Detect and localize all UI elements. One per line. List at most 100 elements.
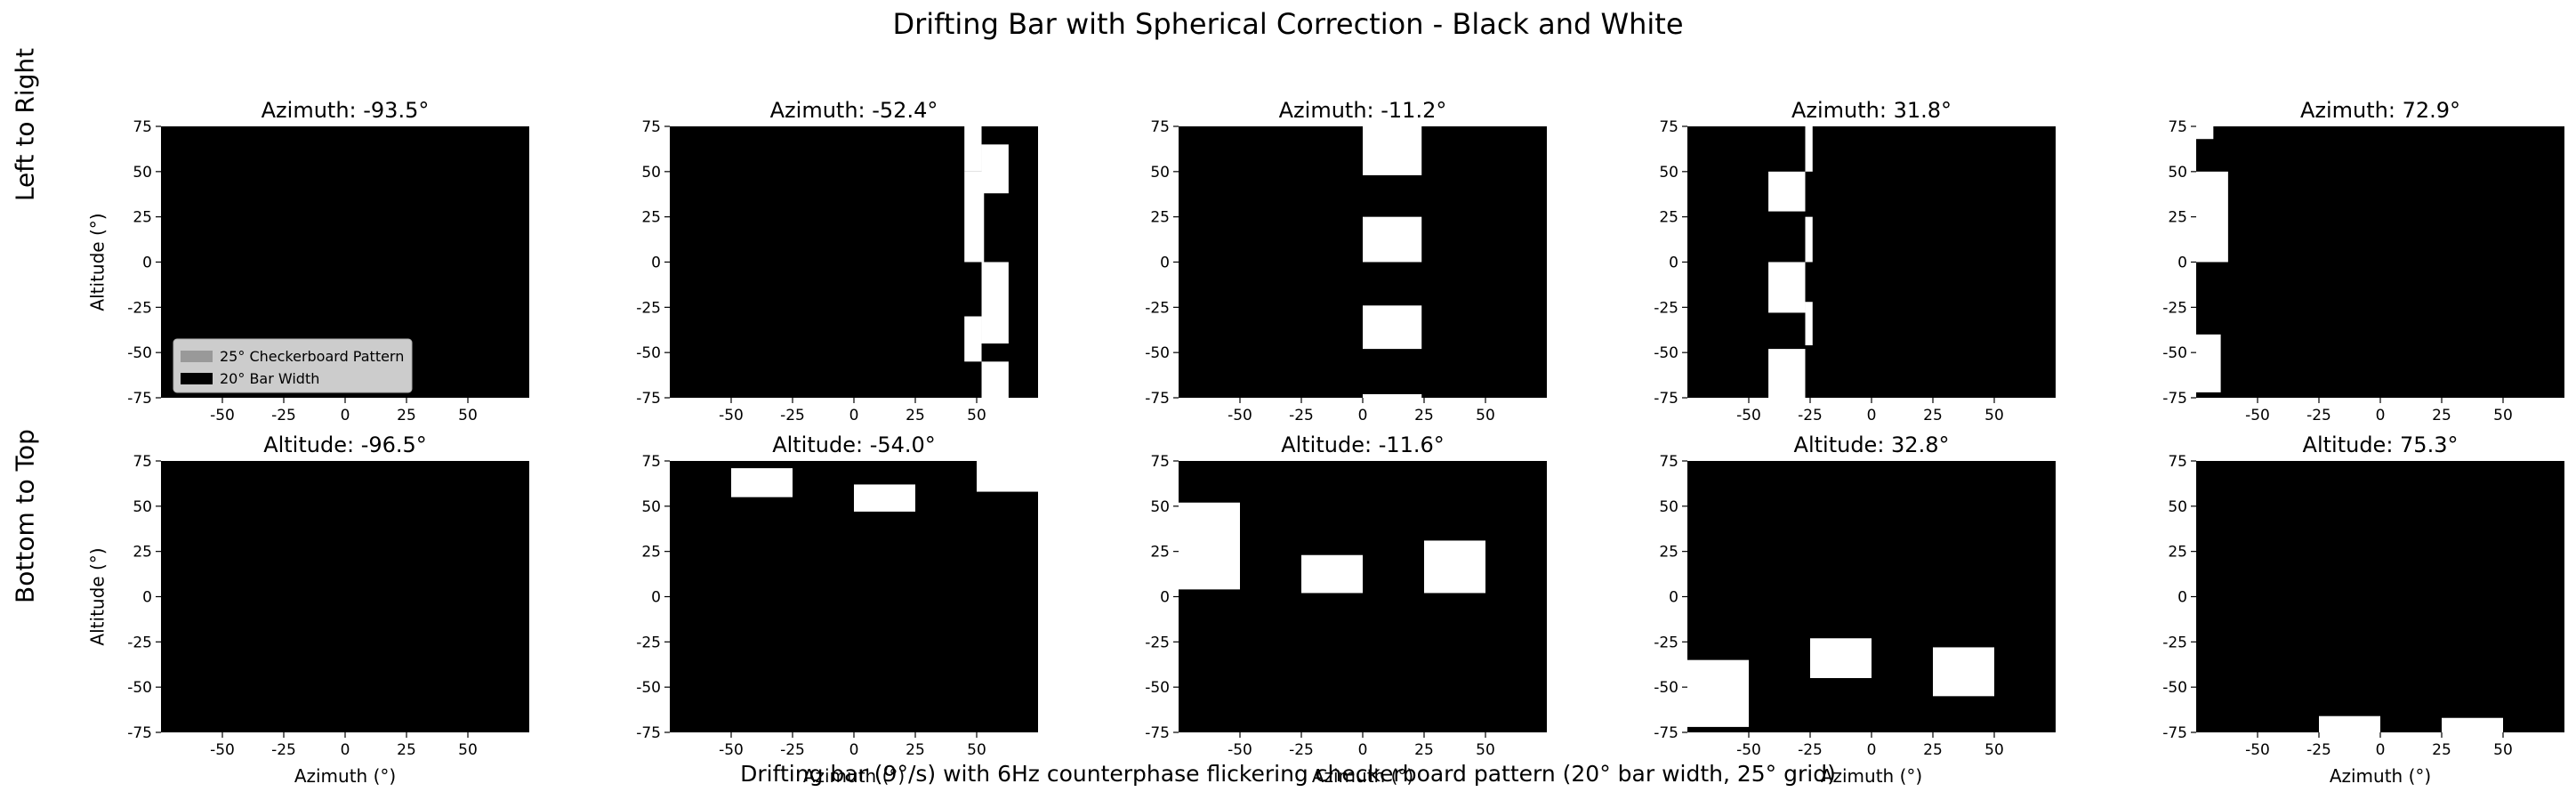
y-axis-label: Altitude (°) [87, 547, 109, 645]
y-tick-label: 0 [142, 589, 152, 607]
checker-patch [1179, 502, 1240, 590]
checker-patch [964, 126, 982, 172]
legend-swatch [181, 351, 213, 362]
x-axis-label: Azimuth (°) [2330, 765, 2431, 787]
y-tick-label: 25 [133, 544, 152, 562]
figure-caption: Drifting bar (9°/s) with 6Hz counterphas… [740, 761, 1836, 787]
x-tick-label: -25 [1798, 741, 1823, 759]
y-tick-label: -50 [1145, 344, 1170, 362]
x-tick-label: -50 [1228, 741, 1252, 759]
y-tick-label: 75 [641, 453, 661, 471]
checker-patch [1687, 659, 1749, 727]
x-axis-label: Azimuth (°) [803, 765, 905, 787]
y-tick-label: -25 [2162, 299, 2187, 317]
panel-title: Azimuth: -11.2° [1279, 98, 1447, 123]
x-tick-label: -50 [719, 407, 744, 424]
panel-background [2196, 126, 2564, 398]
legend-label: 25° Checkerboard Pattern [220, 348, 404, 365]
panel: Altitude: 32.8° 75 50 25 0 -25 -50 -75 -50 -25 0 25… [1654, 432, 2056, 787]
y-tick-label: -25 [1145, 299, 1170, 317]
checker-patch [1363, 393, 1422, 398]
x-tick-label: -50 [719, 741, 744, 759]
checker-patch [1768, 171, 1806, 212]
y-tick-label: -75 [1654, 724, 1678, 742]
y-tick-label: 75 [1150, 118, 1170, 136]
x-tick-label: 0 [341, 407, 350, 424]
y-tick-label: 50 [1659, 164, 1678, 182]
y-tick-label: 0 [142, 255, 152, 272]
panel: Altitude: -54.0° 75 50 25 0 -25 -50 -75 -50 -25 0 2… [636, 432, 1038, 787]
y-tick-label: -50 [636, 344, 661, 362]
x-tick-label: 50 [1984, 407, 2004, 424]
y-tick-label: 25 [1659, 209, 1678, 227]
checker-patch [854, 484, 915, 512]
panel: Altitude: 75.3° 75 50 25 0 -25 -50 -75 -50 -25 0 25… [2162, 432, 2564, 787]
checker-patch [1768, 349, 1806, 398]
checker-patch [731, 468, 793, 497]
y-tick-label: 50 [641, 164, 661, 182]
y-tick-label: 75 [641, 118, 661, 136]
panel-title: Azimuth: -93.5° [262, 98, 430, 123]
y-tick-label: 75 [1659, 118, 1678, 136]
x-tick-label: -50 [1228, 407, 1252, 424]
y-tick-label: -25 [2162, 634, 2187, 651]
panel: Azimuth: -11.2° 75 50 25 0 -25 -50 -75 -50 -25 0 25… [1145, 98, 1547, 424]
x-tick-label: 50 [458, 741, 478, 759]
checker-patch [1810, 638, 1872, 678]
legend-label: 20° Bar Width [220, 370, 319, 387]
checker-patch [2442, 717, 2503, 732]
y-tick-label: -50 [2162, 679, 2187, 697]
y-tick-label: 50 [2168, 498, 2187, 516]
x-tick-label: -25 [780, 407, 805, 424]
y-tick-label: 25 [1659, 544, 1678, 562]
checker-patch [981, 144, 1009, 194]
y-tick-label: 50 [2168, 164, 2187, 182]
x-axis-label: Azimuth (°) [1821, 765, 1922, 787]
legend-box [173, 338, 413, 393]
x-tick-label: -25 [271, 407, 296, 424]
y-tick-label: -75 [127, 390, 152, 408]
x-tick-label: 0 [1358, 741, 1368, 759]
x-tick-label: -25 [1289, 741, 1314, 759]
y-tick-label: 25 [2168, 209, 2187, 227]
checker-patch [2196, 171, 2228, 263]
panel: Azimuth: -93.5° 75 50 25 0 -25 -50 -75 -50 -25 0 25… [87, 98, 529, 424]
checker-patch [981, 361, 1009, 398]
checker-patch [1805, 302, 1813, 346]
y-tick-label: -25 [636, 634, 661, 651]
x-tick-label: 0 [849, 407, 859, 424]
x-tick-label: 50 [2493, 407, 2513, 424]
checker-patch [2196, 334, 2221, 392]
y-tick-label: -25 [1145, 634, 1170, 651]
panel: Azimuth: 31.8° 75 50 25 0 -25 -50 -75 -50 -25 0 25 5… [1654, 98, 2056, 424]
y-tick-label: 75 [2168, 118, 2187, 136]
y-tick-label: -75 [2162, 390, 2187, 408]
panel-background [1687, 126, 2056, 398]
x-tick-label: 50 [1476, 407, 1495, 424]
x-tick-label: 25 [1414, 741, 1434, 759]
x-tick-label: 25 [1923, 407, 1943, 424]
panel-background [161, 461, 529, 732]
y-tick-label: 50 [133, 498, 152, 516]
checker-patch [1363, 305, 1422, 350]
y-tick-label: -75 [636, 724, 661, 742]
x-tick-label: 25 [397, 407, 416, 424]
y-tick-label: -25 [127, 299, 152, 317]
checker-patch [1301, 554, 1363, 594]
checker-patch [1805, 216, 1813, 263]
y-tick-label: 25 [1150, 544, 1170, 562]
checker-patch [1424, 540, 1485, 594]
x-tick-label: 0 [849, 741, 859, 759]
x-tick-label: -25 [1289, 407, 1314, 424]
y-tick-label: 0 [1160, 255, 1170, 272]
x-tick-label: -25 [2306, 407, 2331, 424]
checker-patch [964, 316, 982, 362]
checker-patch [1363, 216, 1422, 263]
y-tick-label: 50 [1150, 164, 1170, 182]
x-tick-label: -50 [1736, 407, 1761, 424]
x-tick-label: 50 [1476, 741, 1495, 759]
y-tick-label: 25 [641, 209, 661, 227]
y-tick-label: 75 [1659, 453, 1678, 471]
